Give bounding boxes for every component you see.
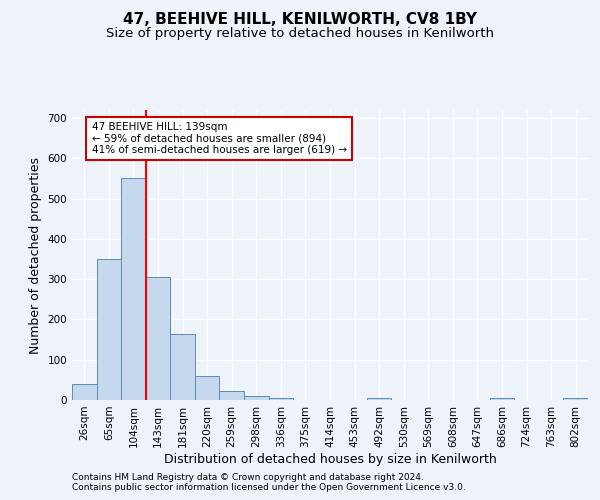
Text: 47 BEEHIVE HILL: 139sqm
← 59% of detached houses are smaller (894)
41% of semi-d: 47 BEEHIVE HILL: 139sqm ← 59% of detache… <box>92 122 347 156</box>
Text: Contains public sector information licensed under the Open Government Licence v3: Contains public sector information licen… <box>72 484 466 492</box>
Bar <box>490 398 514 400</box>
Bar <box>170 334 195 400</box>
Text: Contains HM Land Registry data © Crown copyright and database right 2024.: Contains HM Land Registry data © Crown c… <box>72 474 424 482</box>
Y-axis label: Number of detached properties: Number of detached properties <box>29 156 42 354</box>
Bar <box>269 398 293 400</box>
Bar <box>72 384 97 400</box>
Bar <box>563 398 588 400</box>
Bar <box>121 178 146 400</box>
Bar <box>195 376 220 400</box>
Bar <box>220 391 244 400</box>
Bar <box>146 277 170 400</box>
Bar <box>244 396 269 400</box>
Text: 47, BEEHIVE HILL, KENILWORTH, CV8 1BY: 47, BEEHIVE HILL, KENILWORTH, CV8 1BY <box>123 12 477 28</box>
Bar <box>367 398 391 400</box>
X-axis label: Distribution of detached houses by size in Kenilworth: Distribution of detached houses by size … <box>164 452 496 466</box>
Text: Size of property relative to detached houses in Kenilworth: Size of property relative to detached ho… <box>106 28 494 40</box>
Bar <box>97 259 121 400</box>
